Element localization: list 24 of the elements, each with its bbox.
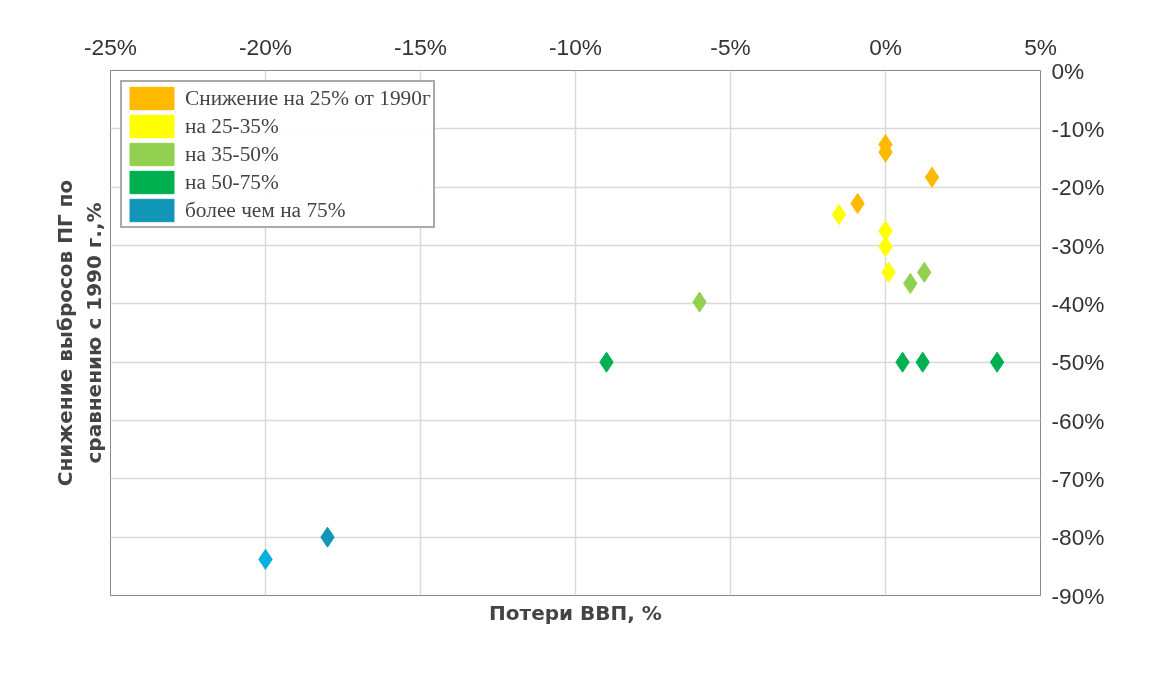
y-tick-label: 0% (1051, 57, 1085, 84)
y-axis-title: Снижение выбросов ПГ по сравнению с 1990 г.,% (52, 179, 106, 487)
y-tick-label: -20% (1051, 174, 1105, 201)
x-tick-label: 0% (869, 33, 902, 60)
x-tick-label: -5% (710, 33, 751, 60)
legend-label: на 25-35% (185, 112, 279, 140)
legend-label: более чем на 75% (185, 196, 346, 224)
x-axis-title: Потери ВВП, % (489, 600, 662, 625)
x-tick-label: -15% (394, 33, 447, 60)
y-tick-label: -50% (1051, 349, 1105, 376)
x-tick-label: 5% (1024, 33, 1057, 60)
y-tick-label: -70% (1051, 465, 1105, 492)
y-tick-label: -10% (1051, 115, 1105, 142)
legend-label: на 35-50% (185, 140, 279, 168)
y-tick-label: -30% (1051, 232, 1105, 259)
legend-label: на 50-75% (185, 168, 279, 196)
y-tick-label: -80% (1051, 524, 1105, 551)
x-tick-label: -20% (239, 33, 292, 60)
x-tick-label: -10% (549, 33, 602, 60)
y-tick-label: -90% (1051, 582, 1105, 609)
x-tick-label: -25% (84, 33, 137, 60)
legend-label: Снижение на 25% от 1990г (185, 84, 431, 112)
y-tick-label: -40% (1051, 290, 1105, 317)
y-tick-label: -60% (1051, 407, 1105, 434)
